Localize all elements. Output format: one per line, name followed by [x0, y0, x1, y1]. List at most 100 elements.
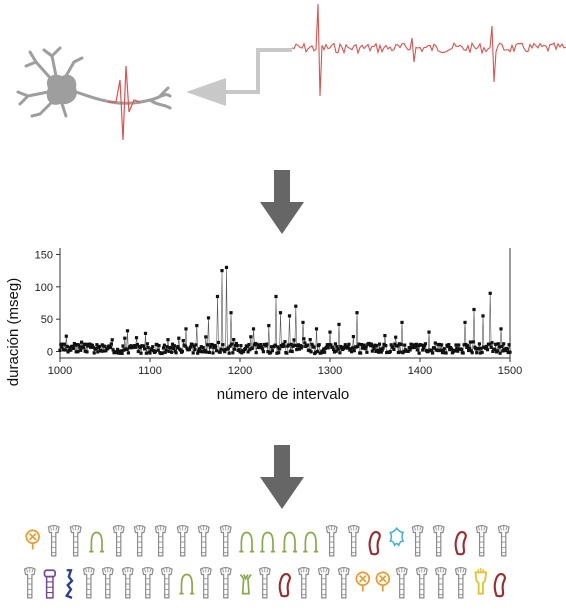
- data-point: [467, 348, 471, 353]
- data-point: [199, 345, 203, 349]
- data-point: [478, 351, 482, 355]
- data-point: [246, 350, 250, 354]
- tooth-icon: [428, 524, 449, 558]
- tooth-icon: [314, 566, 334, 600]
- data-point: [193, 348, 197, 352]
- data-point: [122, 348, 126, 352]
- data-point: [373, 343, 377, 347]
- data-point: [332, 350, 337, 354]
- data-point: [359, 343, 364, 347]
- data-point: [300, 345, 304, 349]
- data-point: [361, 346, 365, 350]
- data-point: [234, 341, 238, 346]
- data-point: [215, 349, 219, 353]
- data-point: [247, 342, 251, 347]
- data-point: [412, 343, 416, 347]
- data-point: [170, 342, 175, 346]
- data-point: [455, 346, 459, 350]
- data-point: [290, 349, 294, 354]
- data-point: [139, 351, 143, 355]
- data-point: [142, 344, 146, 348]
- data-point: [267, 324, 271, 328]
- data-point: [421, 348, 425, 352]
- data-point: [270, 349, 274, 353]
- data-point: [314, 350, 318, 354]
- tooth-icon: [294, 566, 314, 600]
- data-point: [200, 350, 204, 354]
- neuron-recording-illustration: [16, 3, 566, 141]
- tooth-icon: [20, 566, 40, 600]
- y-tick-label: 150: [35, 249, 53, 261]
- data-point: [282, 344, 286, 348]
- data-point: [123, 336, 127, 340]
- green-loop-icon: [86, 524, 107, 558]
- data-point: [229, 311, 233, 315]
- data-point: [273, 343, 277, 347]
- data-point: [164, 348, 168, 352]
- data-point: [476, 347, 481, 351]
- tooth-icon: [196, 566, 216, 600]
- tooth-icon: [343, 524, 364, 558]
- data-point: [205, 350, 209, 354]
- interval-duration-chart: duración (mseg) número de intervalo 1000…: [5, 248, 522, 403]
- data-point: [471, 340, 475, 344]
- neuron-icon: [16, 46, 172, 118]
- data-point: [503, 349, 508, 353]
- data-point: [474, 347, 478, 351]
- data-point: [190, 343, 194, 347]
- data-point: [468, 340, 472, 344]
- data-point: [393, 342, 397, 346]
- data-point: [233, 347, 237, 351]
- data-point: [219, 347, 223, 351]
- data-point: [422, 346, 426, 350]
- data-point: [104, 349, 108, 353]
- data-point: [181, 339, 185, 343]
- data-point: [150, 347, 154, 351]
- data-point: [327, 343, 331, 347]
- data-point: [206, 343, 210, 347]
- data-point: [214, 345, 218, 349]
- data-point: [253, 341, 257, 346]
- data-point: [111, 348, 115, 352]
- data-point: [68, 345, 72, 349]
- data-point: [91, 345, 95, 349]
- data-point: [188, 348, 192, 352]
- cyan-flower-icon: [386, 524, 407, 558]
- x-tick-label: 1300: [318, 365, 342, 377]
- data-point: [337, 322, 341, 326]
- data-point: [392, 347, 396, 351]
- data-point: [447, 343, 451, 347]
- data-point: [92, 351, 96, 355]
- tooth-icon: [321, 524, 342, 558]
- data-point: [489, 345, 493, 349]
- data-point: [185, 346, 189, 350]
- data-point: [179, 348, 183, 352]
- data-point: [125, 347, 129, 351]
- data-point: [119, 349, 123, 353]
- data-point: [143, 347, 147, 351]
- data-point: [276, 345, 280, 349]
- data-point: [485, 344, 489, 348]
- data-point: [493, 347, 497, 352]
- data-point: [171, 346, 175, 351]
- data-point: [472, 307, 476, 312]
- data-point: [439, 348, 443, 352]
- tooth-icon: [172, 524, 193, 558]
- data-point: [381, 346, 385, 350]
- data-point: [303, 341, 307, 345]
- data-point: [375, 344, 379, 348]
- data-point: [444, 351, 448, 355]
- data-point: [307, 349, 311, 353]
- data-point: [287, 314, 292, 318]
- data-point: [430, 349, 434, 353]
- data-point: [109, 342, 113, 346]
- data-point: [155, 343, 159, 347]
- data-point: [329, 343, 333, 347]
- data-point: [363, 347, 367, 351]
- data-point: [115, 350, 119, 355]
- data-point: [95, 343, 99, 347]
- data-point: [126, 351, 130, 355]
- red-bean-icon: [275, 566, 295, 600]
- y-axis-label: duración (mseg): [5, 278, 22, 386]
- data-point: [317, 343, 321, 347]
